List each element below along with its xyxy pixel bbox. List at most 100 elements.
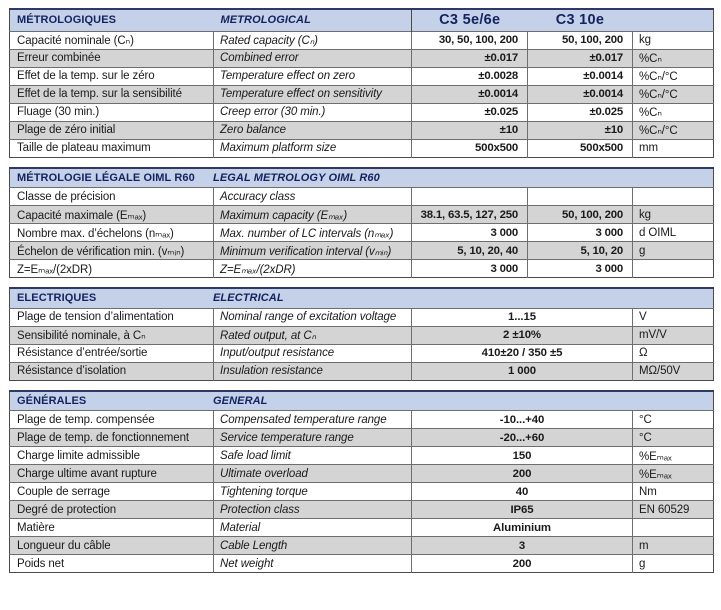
spec-label-fr: Capacité maximale (Eₘₐₓ) [9,205,214,224]
spec-label-fr: Z=Eₘₐₓ/(2xDR) [9,259,214,278]
spec-label-fr: Couple de serrage [9,482,214,501]
spec-label-en: Compensated temperature range [213,410,412,429]
table-row: Plage de tension d’alimentation Nominal r… [9,307,714,326]
spec-label-fr: Résistance d’isolation [9,361,214,380]
spec-label-fr: Degré de protection [9,500,214,519]
spec-value-col2: ±0.017 [527,48,633,67]
spec-label-en: Safe load limit [213,446,412,465]
spec-value-col1: 3 000 [411,223,528,242]
spec-unit: %Eₘₐₓ [632,464,714,483]
table-row: Plage de zéro initial Zero balance ±10 ±10%… [9,120,714,139]
spec-section-table: GÉNÉRALES GENERAL Plage de temp. compensée… [9,389,715,573]
section-title-fr: MÉTROLOGIE LÉGALE OIML R60 [17,171,195,184]
spec-unit: MΩ/50V [632,361,714,380]
spec-value: 150 [411,446,633,465]
spec-label-en: Ultimate overload [213,464,412,483]
section-header-row: GÉNÉRALES GENERAL [9,390,714,411]
section-header-titles: MÉTROLOGIE LÉGALE OIML R60 LEGAL METROLOG… [10,172,713,184]
table-row: Plage de temp. de fonctionnement Service … [9,428,714,447]
product-column-header: C3 10e [527,9,633,31]
spec-section-table: MÉTROLOGIQUES METROLOGICAL C3 5e/6e C3 10e C… [9,8,714,158]
spec-label-en: Temperature effect on sensitivity [213,84,412,103]
spec-value: 1...15 [411,307,633,326]
spec-value-col1 [411,187,528,206]
spec-value-col1: ±0.017 [411,48,528,67]
spec-label-fr: Classe de précision [9,187,214,206]
table-row: Degré de protection Protection class IP65 E… [9,500,714,519]
spec-unit: °C [632,428,714,447]
section-header-row: MÉTROLOGIE LÉGALE OIML R60 LEGAL METROLOG… [9,167,714,188]
table-row: Charge limite admissible Safe load limit 1… [9,446,714,465]
table-row: Taille de plateau maximum Maximum platfor… [9,138,714,157]
spec-value-col1: ±10 [411,120,528,139]
spec-unit: m [632,536,714,555]
spec-unit: g [632,241,714,260]
section-title-fr: ELECTRIQUES [17,292,97,305]
spec-label-fr: Fluage (30 min.) [9,102,214,121]
spec-value-col2: ±10 [527,120,633,139]
spec-label-en: Rated capacity (Cₙ) [213,30,412,49]
spec-label-en: Combined error [213,48,412,67]
spec-value-col1: ±0.0028 [411,66,528,85]
spec-label-fr: Plage de tension d’alimentation [9,307,214,326]
spec-label-fr: Charge ultime avant rupture [9,464,214,483]
spec-unit: %Cₙ/°C [632,120,714,139]
spec-value-col1: ±0.0014 [411,84,528,103]
section-header-row: ELECTRIQUES ELECTRICAL [9,288,714,308]
spec-label-en: Net weight [213,554,412,573]
table-row: Charge ultime avant rupture Ultimate over… [9,464,714,483]
spec-unit: %Eₘₐₓ [632,446,714,465]
spec-value: Aluminium [411,518,633,537]
spec-unit: mm [632,138,714,157]
datasheet-page: MÉTROLOGIQUES METROLOGICAL C3 5e/6e C3 10e C… [9,8,715,573]
spec-label-en: Cable Length [213,536,412,555]
spec-value: 40 [411,482,633,501]
spec-unit: kg [632,30,714,49]
spec-label-en: Tightening torque [213,482,412,501]
spec-label-en: Nominal range of excitation voltage [213,307,412,326]
spec-value-col2: 50, 100, 200 [527,30,633,49]
table-row: Résistance d’isolation Insulation resista… [9,361,714,380]
spec-value: IP65 [411,500,633,519]
spec-value-col1: 38.1, 63.5, 127, 250 [411,205,528,224]
units-column-header [632,9,714,31]
spec-label-en: Input/output resistance [213,343,412,362]
spec-value: -10...+40 [411,410,633,429]
spec-label-en: Creep error (30 min.) [213,102,412,121]
spec-label-en: Temperature effect on zero [213,66,412,85]
spec-value: -20...+60 [411,428,633,447]
spec-sections: MÉTROLOGIQUES METROLOGICAL C3 5e/6e C3 10e C… [9,8,715,573]
spec-unit: %Cₙ/°C [632,66,714,85]
spec-value: 2 ±10% [411,325,633,344]
spec-label-en: Accuracy class [213,187,412,206]
spec-label-en: Zero balance [213,120,412,139]
spec-value: 200 [411,464,633,483]
spec-label-fr: Effet de la temp. sur la sensibilité [9,84,214,103]
table-row: Capacité nominale (Cₙ) Rated capacity (Cₙ… [9,30,714,49]
spec-label-en: Minimum verification interval (vₘᵢₙ) [213,241,412,260]
spec-label-fr: Charge limite admissible [9,446,214,465]
table-row: Classe de précision Accuracy class [9,187,714,206]
spec-label-en: Insulation resistance [213,361,412,380]
spec-label-fr: Échelon de vérification min. (vₘᵢₙ) [9,241,214,260]
table-row: Fluage (30 min.) Creep error (30 min.) ±0.… [9,102,714,121]
spec-unit: °C [632,410,714,429]
table-row: Erreur combinée Combined error ±0.017 ±0.01… [9,48,714,67]
spec-value: 1 000 [411,361,633,380]
spec-value-col1: 3 000 [411,259,528,278]
spec-label-fr: Nombre max. d’échelons (nₘₐₓ) [9,223,214,242]
table-row: Sensibilité nominale, à Cₙ Rated output, … [9,325,714,344]
table-row: Effet de la temp. sur le zéro Temperature… [9,66,714,85]
section-title-en: ELECTRICAL [213,292,284,305]
spec-label-en: Rated output, at Cₙ [213,325,412,344]
spec-label-fr: Taille de plateau maximum [9,138,214,157]
spec-value-col2: 3 000 [527,223,633,242]
spec-label-fr: Poids net [9,554,214,573]
spec-label-en: Maximum platform size [213,138,412,157]
section-header-titles: GÉNÉRALES GENERAL [10,395,713,407]
table-row: Capacité maximale (Eₘₐₓ) Maximum capacity… [9,205,714,224]
spec-unit: g [632,554,714,573]
spec-label-en: Material [213,518,412,537]
spec-label-en: Service temperature range [213,428,412,447]
table-row: Poids net Net weight 200 g [9,554,714,573]
